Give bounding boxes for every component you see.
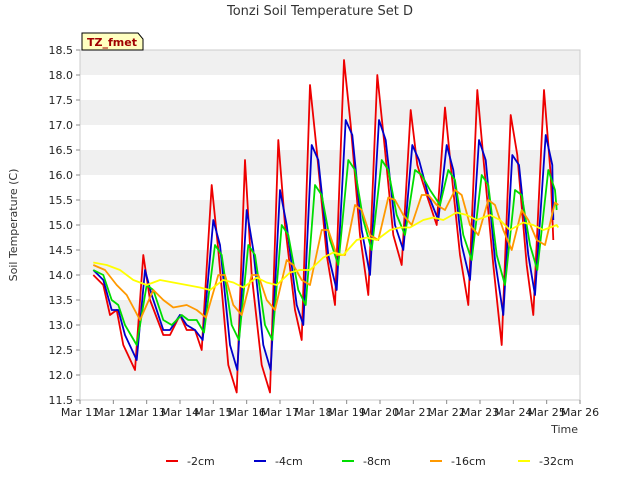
grid-band [80,200,580,225]
grid-band [80,100,580,125]
site-badge-label: TZ_fmet [87,36,137,49]
x-tick-label: Mar 26 [561,406,599,419]
x-tick-label: Mar 13 [128,406,166,419]
y-tick-label: 17.5 [49,94,74,107]
legend-label: -2cm [187,455,215,468]
x-tick-label: Mar 22 [428,406,466,419]
y-tick-label: 13.0 [49,319,74,332]
legend-label: -32cm [539,455,574,468]
y-tick-label: 13.5 [49,294,74,307]
series-line-8cm [92,159,558,346]
legend-label: -4cm [275,455,303,468]
x-tick-label: Mar 25 [528,406,566,419]
legend-label: -8cm [363,455,391,468]
x-tick-label: Mar 11 [61,406,99,419]
x-tick-label: Mar 17 [261,406,299,419]
x-axis-title: Time [550,423,578,436]
y-tick-label: 16.5 [49,144,74,157]
chart-title: Tonzi Soil Temperature Set D [226,4,413,19]
x-tick-label: Mar 24 [494,406,532,419]
y-axis-ticks: 11.5 12.0 12.5 13.0 13.5 14.0 14.5 15.0 15.5 16.0… [49,44,80,407]
legend: -2cm -4cm -8cm -16cm -32cm [166,455,574,468]
grid-band [80,350,580,375]
y-tick-label: 17.0 [49,119,74,132]
grid-band [80,75,580,100]
series-line-16cm [92,189,559,321]
x-tick-label: Mar 23 [461,406,499,419]
y-tick-label: 15.5 [49,194,74,207]
x-tick-label: Mar 19 [328,406,366,419]
y-axis-title: Soil Temperature (C) [7,169,20,282]
y-tick-label: 18.5 [49,44,74,57]
y-tick-label: 16.0 [49,169,74,182]
grid-band [80,375,580,400]
x-tick-label: Mar 18 [294,406,332,419]
site-badge: TZ_fmet [81,32,144,51]
legend-label: -16cm [451,455,486,468]
y-tick-label: 12.5 [49,344,74,357]
x-tick-label: Mar 15 [194,406,232,419]
grid-band [80,175,580,200]
x-tick-label: Mar 14 [161,406,199,419]
x-tick-label: Mar 21 [394,406,432,419]
y-tick-label: 14.5 [49,244,74,257]
series-line-32cm [93,211,560,291]
grid-band [80,325,580,350]
y-tick-label: 14.0 [49,269,74,282]
grid-band [80,150,580,175]
series-lines [92,59,560,394]
x-tick-label: Mar 12 [94,406,132,419]
x-tick-label: Mar 20 [361,406,399,419]
site-badge-box [81,32,144,51]
grid-band [80,125,580,150]
x-tick-label: Mar 16 [228,406,266,419]
grid-band [80,50,580,75]
y-tick-label: 18.0 [49,69,74,82]
y-tick-label: 11.5 [49,394,74,407]
y-tick-label: 12.0 [49,369,74,382]
y-tick-label: 15.0 [49,219,74,232]
